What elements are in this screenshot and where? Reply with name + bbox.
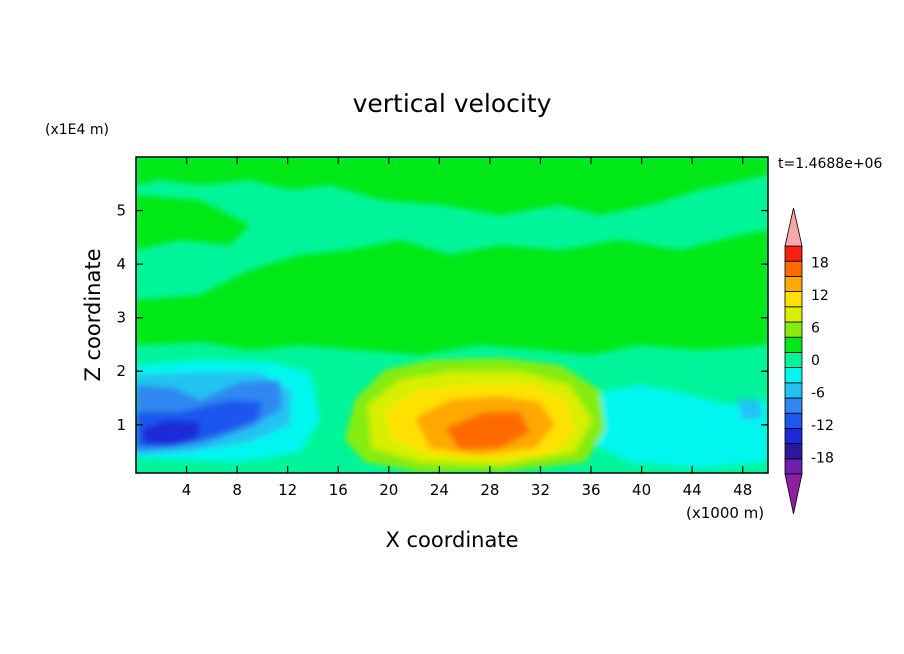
colorbar-min-extend <box>784 473 803 515</box>
x-tick-label: 16 <box>329 481 348 499</box>
colorbar-segment <box>784 367 803 384</box>
x-tick-label: 8 <box>232 481 242 499</box>
region-pos-15 <box>445 412 530 450</box>
colorbar-segment <box>784 443 803 460</box>
colorbar-label: 6 <box>811 320 820 336</box>
colorbar-segment <box>784 321 803 338</box>
colorbar-label: -18 <box>811 451 834 467</box>
region-positive-mid <box>136 230 768 355</box>
chart-title: vertical velocity <box>353 89 552 118</box>
contour-fill <box>136 157 768 472</box>
y-tick-label: 4 <box>116 255 126 273</box>
time-label: t=1.4688e+06 <box>778 156 882 172</box>
colorbar-segment <box>784 336 803 353</box>
colorbar-label: -12 <box>811 418 834 434</box>
x-tick-label: 4 <box>182 481 192 499</box>
colorbar-label: -6 <box>811 386 825 402</box>
y-tick-label: 1 <box>116 416 126 434</box>
x-tick-label: 40 <box>632 481 651 499</box>
y-unit-label: (x1E4 m) <box>45 122 109 138</box>
y-axis-label: Z coordinate <box>81 248 105 381</box>
colorbar-segment <box>784 412 803 429</box>
y-tick-label: 5 <box>116 202 126 220</box>
colorbar-max-extend <box>784 207 803 247</box>
colorbar-segment <box>784 397 803 414</box>
y-tick-label: 3 <box>116 309 126 327</box>
colorbar: 18 12 6 0 -6 -12 -18 <box>784 207 834 515</box>
colorbar-label: 18 <box>811 255 829 271</box>
colorbar-segment <box>784 291 803 308</box>
x-axis: 4 8 12 16 20 24 28 32 36 40 44 48 <box>182 157 752 499</box>
colorbar-segment <box>784 382 803 399</box>
region-positive-upper <box>136 157 768 215</box>
x-tick-label: 44 <box>683 481 702 499</box>
x-axis-label: X coordinate <box>385 528 518 552</box>
plot-frame <box>135 156 769 474</box>
x-tick-label: 12 <box>278 481 297 499</box>
colorbar-segment <box>784 427 803 444</box>
colorbar-segment <box>784 306 803 323</box>
y-tick-label: 2 <box>116 362 126 380</box>
colorbar-label: 0 <box>811 353 820 369</box>
colorbar-segment <box>784 245 803 262</box>
colorbar-segment <box>784 458 803 475</box>
x-tick-label: 36 <box>581 481 600 499</box>
region-neg-3-right <box>590 385 768 468</box>
x-tick-label: 24 <box>430 481 449 499</box>
colorbar-label: 12 <box>811 288 829 304</box>
region-neg-6-right <box>738 398 762 420</box>
x-tick-label: 28 <box>480 481 499 499</box>
x-unit-label: (x1000 m) <box>686 504 764 522</box>
y-axis: 1 2 3 4 5 <box>116 202 768 434</box>
colorbar-segment <box>784 351 803 368</box>
region-positive-left <box>136 195 250 250</box>
plot-area <box>136 157 768 473</box>
x-tick-label: 20 <box>379 481 398 499</box>
x-tick-label: 32 <box>531 481 550 499</box>
region-neg-15 <box>142 420 200 446</box>
colorbar-segment <box>784 275 803 292</box>
colorbar-segment <box>784 260 803 277</box>
x-tick-label: 48 <box>733 481 752 499</box>
